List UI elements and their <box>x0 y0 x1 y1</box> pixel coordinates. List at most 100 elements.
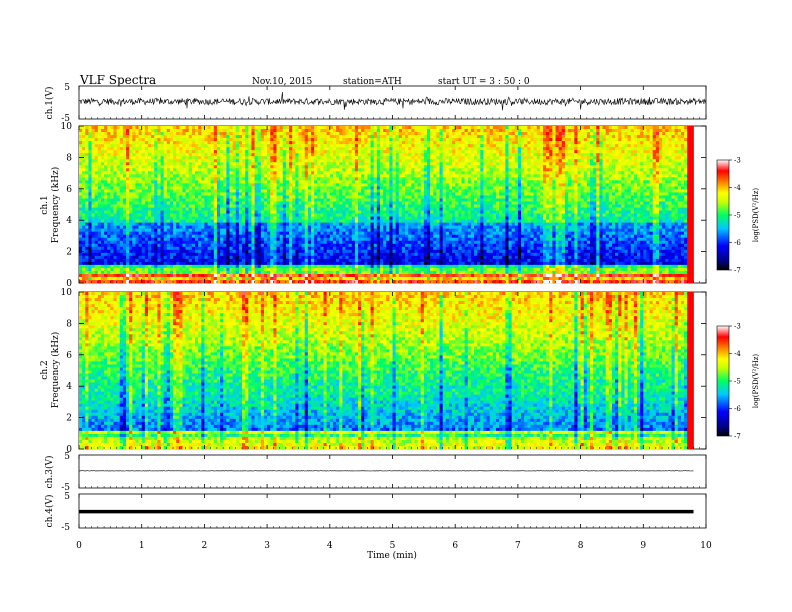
spectrogram-cell <box>483 132 487 136</box>
spectrogram-cell <box>599 138 603 142</box>
spectrogram-cell <box>354 168 359 172</box>
spectrogram-cell <box>508 129 513 133</box>
spectrogram-cell <box>668 153 672 157</box>
spectrogram-cell <box>317 168 321 172</box>
spectrogram-cell <box>436 189 440 193</box>
spectrogram-cell <box>452 168 456 172</box>
spectrogram-cell <box>684 183 688 187</box>
spectrogram-cell <box>213 174 218 178</box>
spectrogram-cell <box>599 165 603 169</box>
spectrogram-cell <box>229 153 234 157</box>
spectrogram-cell <box>445 132 450 136</box>
spectrogram-cell <box>552 186 556 190</box>
spectrogram-cell <box>483 150 487 154</box>
spectrogram-cell <box>433 189 437 193</box>
spectrogram-cell <box>401 162 406 166</box>
spectrogram-cell <box>618 195 622 199</box>
spectrogram-cell <box>276 168 281 172</box>
spectrogram-cell <box>530 147 534 151</box>
spectrogram-cell <box>88 129 92 133</box>
spectrogram-cell <box>370 156 375 160</box>
spectrogram-cell <box>91 174 96 178</box>
spectrogram-cell <box>213 162 218 166</box>
spectrogram-cell <box>627 183 632 187</box>
spectrogram-cell <box>276 162 281 166</box>
spectrogram-cell <box>527 198 531 202</box>
spectrogram-cell <box>376 162 381 166</box>
spectrogram-cell <box>207 195 212 199</box>
spectrogram-cell <box>690 138 694 142</box>
spectrogram-cell <box>436 150 440 154</box>
spectrogram-cell <box>245 144 249 148</box>
spectrogram-cell <box>524 156 528 160</box>
spectrogram-cell <box>129 186 133 190</box>
spectrogram-cell <box>242 168 246 172</box>
spectrogram-cell <box>232 165 237 169</box>
spectrogram-cell <box>351 195 356 199</box>
spectrogram-cell <box>213 153 218 157</box>
spectrogram-cell <box>295 192 299 196</box>
spectrogram-cell <box>408 174 412 178</box>
spectrogram-cell <box>304 171 309 175</box>
spectrogram-cell <box>282 171 287 175</box>
spectrogram-cell <box>684 174 688 178</box>
spectrogram-cell <box>414 153 418 157</box>
spectrogram-cell <box>229 192 234 196</box>
spectrogram-cell <box>530 141 534 145</box>
spectrogram-cell <box>546 147 550 151</box>
spectrogram-cell <box>97 177 102 181</box>
spectrogram-cell <box>489 132 494 136</box>
spectrogram-cell <box>332 150 337 154</box>
spectrogram-cell <box>348 138 353 142</box>
spectrogram-cell <box>345 132 350 136</box>
spectrogram-cell <box>524 171 528 175</box>
spectrogram-cell <box>119 171 124 175</box>
spectrogram-cell <box>242 171 246 175</box>
spectrogram-cell <box>445 177 450 181</box>
spectrogram-cell <box>492 195 497 199</box>
spectrogram-cell <box>348 135 353 139</box>
spectrogram-cell <box>596 132 600 136</box>
spectrogram-cell <box>138 141 143 145</box>
spectrogram-cell <box>100 132 105 136</box>
spectrogram-cell <box>320 159 324 163</box>
spectrogram-cell <box>336 147 340 151</box>
spectrogram-cell <box>646 150 650 154</box>
spectrogram-cell <box>564 153 569 157</box>
spectrogram-cell <box>433 147 437 151</box>
spectrogram-cell <box>477 132 481 136</box>
spectrogram-cell <box>464 135 469 139</box>
spectrogram-cell <box>637 174 641 178</box>
spectrogram-cell <box>495 150 500 154</box>
spectrogram-cell <box>289 147 293 151</box>
spectrogram-cell <box>232 180 237 184</box>
spectrogram-cell <box>119 129 124 133</box>
spectrogram-cell <box>590 159 594 163</box>
spectrogram-cell <box>445 126 450 130</box>
spectrogram-cell <box>401 198 406 202</box>
spectrogram-cell <box>489 150 494 154</box>
spectrogram-cell <box>242 153 246 157</box>
spectrogram-cell <box>495 174 500 178</box>
spectrogram-cell <box>242 165 246 169</box>
spectrogram-cell <box>383 126 387 130</box>
spectrogram-cell <box>226 168 230 172</box>
spectrogram-cell <box>82 132 86 136</box>
spectrogram-cell <box>643 126 647 130</box>
spectrogram-cell <box>649 168 654 172</box>
spectrogram-cell <box>245 165 249 169</box>
spectrogram-cell <box>163 135 168 139</box>
spectrogram-cell <box>226 183 230 187</box>
spectrogram-cell <box>354 153 359 157</box>
spectrogram-cell <box>687 174 691 178</box>
spectrogram-cell <box>320 189 324 193</box>
spectrogram-cell <box>292 186 296 190</box>
spectrogram-cell <box>552 126 556 130</box>
spectrogram-cell <box>342 159 346 163</box>
spectrogram-cell <box>289 132 293 136</box>
spectrogram-cell <box>655 153 660 157</box>
spectrogram-cell <box>398 162 403 166</box>
spectrogram-cell <box>574 153 578 157</box>
spectrogram-cell <box>163 198 168 202</box>
spectrogram-cell <box>248 162 252 166</box>
